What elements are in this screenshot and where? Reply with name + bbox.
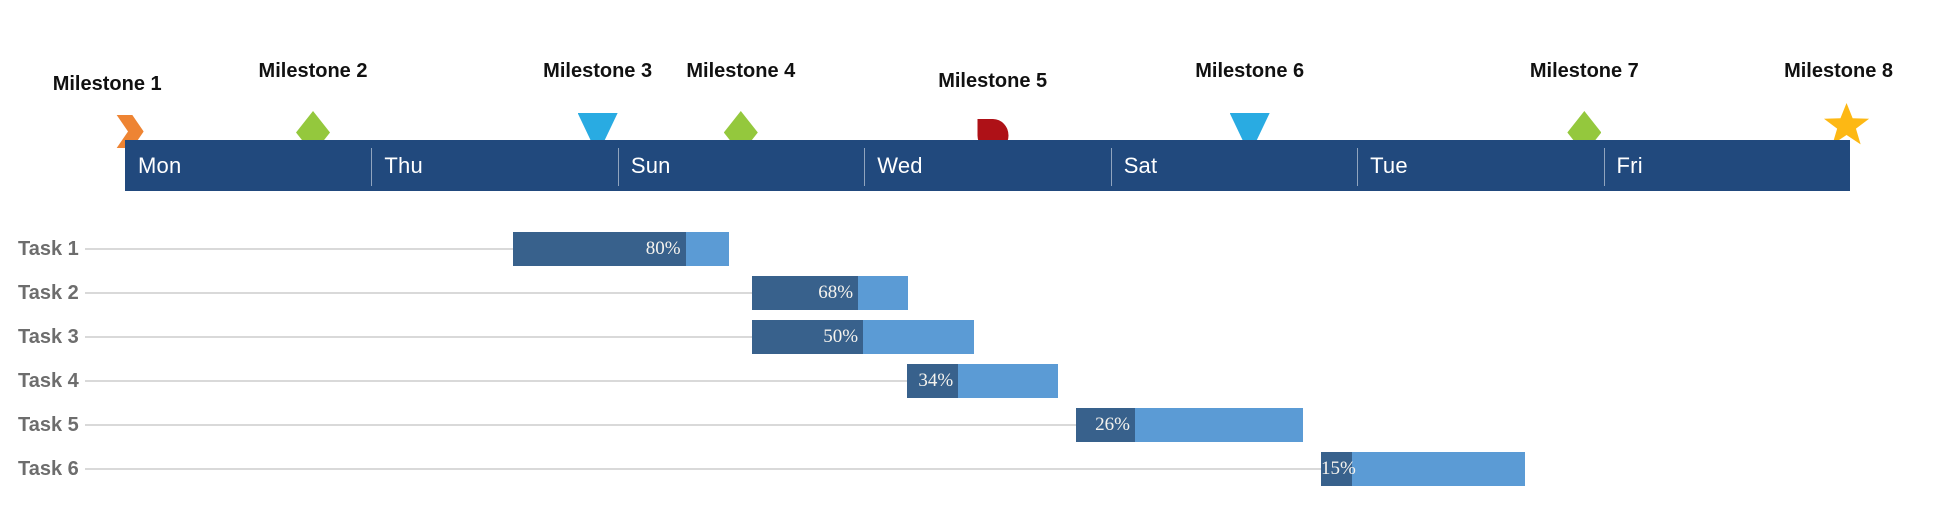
- task-percent-label: 68%: [818, 282, 854, 303]
- task-bar-complete: 15%: [1320, 452, 1356, 486]
- task-bar-complete: 50%: [752, 320, 864, 354]
- timeline-day-segment: Sun: [617, 140, 864, 191]
- task-label: Task 1: [18, 238, 79, 260]
- task-percent-label: 26%: [1095, 414, 1130, 435]
- milestone-label: Milestone 8: [1784, 60, 1894, 82]
- timeline-day-segment: Tue: [1357, 140, 1603, 191]
- timeline-day-segment: Mon: [125, 140, 371, 191]
- timeline-day-label: Thu: [384, 152, 423, 178]
- timeline-day-label: Sat: [1123, 152, 1158, 178]
- timeline-day-segment: Wed: [864, 140, 1110, 191]
- task-percent-label: 50%: [823, 326, 859, 347]
- timeline-day-label: Fri: [1616, 152, 1643, 178]
- task-percent-label: 80%: [645, 238, 681, 259]
- milestone-label: Milestone 2: [258, 60, 368, 82]
- task-percent-label: 34%: [918, 370, 954, 391]
- task-bar: 80%: [513, 232, 729, 266]
- milestone-label: Milestone 4: [686, 60, 796, 82]
- task-bar-complete: 68%: [752, 276, 859, 310]
- task-bar: 50%: [752, 320, 975, 354]
- task-bar: 68%: [752, 276, 908, 310]
- task-bar: 34%: [906, 364, 1058, 398]
- task-leader-line: [85, 336, 753, 338]
- timeline-day-segment: Fri: [1603, 140, 1850, 191]
- task-bar-complete: 26%: [1075, 408, 1135, 442]
- timeline-day-segment: Sat: [1110, 140, 1357, 191]
- task-label: Task 3: [18, 326, 79, 348]
- task-leader-line: [85, 248, 514, 250]
- milestone-label: Milestone 6: [1195, 60, 1305, 82]
- task-label: Task 6: [18, 458, 79, 480]
- milestone-label: Milestone 3: [543, 60, 653, 82]
- timeline-day-label: Mon: [138, 152, 182, 178]
- milestone-label: Milestone 7: [1529, 60, 1639, 82]
- task-leader-line: [85, 468, 1321, 470]
- task-percent-label: 15%: [1320, 458, 1356, 479]
- task-leader-line: [85, 292, 753, 294]
- task-leader-line: [85, 424, 1076, 426]
- task-label: Task 5: [18, 414, 79, 436]
- timeline-day-label: Wed: [877, 152, 923, 178]
- timeline-axis-bar: Mon Thu Sun Wed Sat Tue Fri: [125, 140, 1850, 191]
- timeline-day-segment: Thu: [371, 140, 617, 191]
- task-bar-complete: 80%: [513, 232, 686, 266]
- task-bar: 26%: [1075, 408, 1303, 442]
- milestone-label: Milestone 1: [52, 73, 162, 95]
- task-label: Task 2: [18, 282, 79, 304]
- task-bar-complete: 34%: [906, 364, 959, 398]
- task-label: Task 4: [18, 370, 79, 392]
- milestone-label: Milestone 5: [938, 70, 1048, 92]
- timeline-day-label: Tue: [1370, 152, 1408, 178]
- timeline-day-label: Sun: [630, 152, 671, 178]
- task-bar: 15%: [1320, 452, 1525, 486]
- task-leader-line: [85, 380, 907, 382]
